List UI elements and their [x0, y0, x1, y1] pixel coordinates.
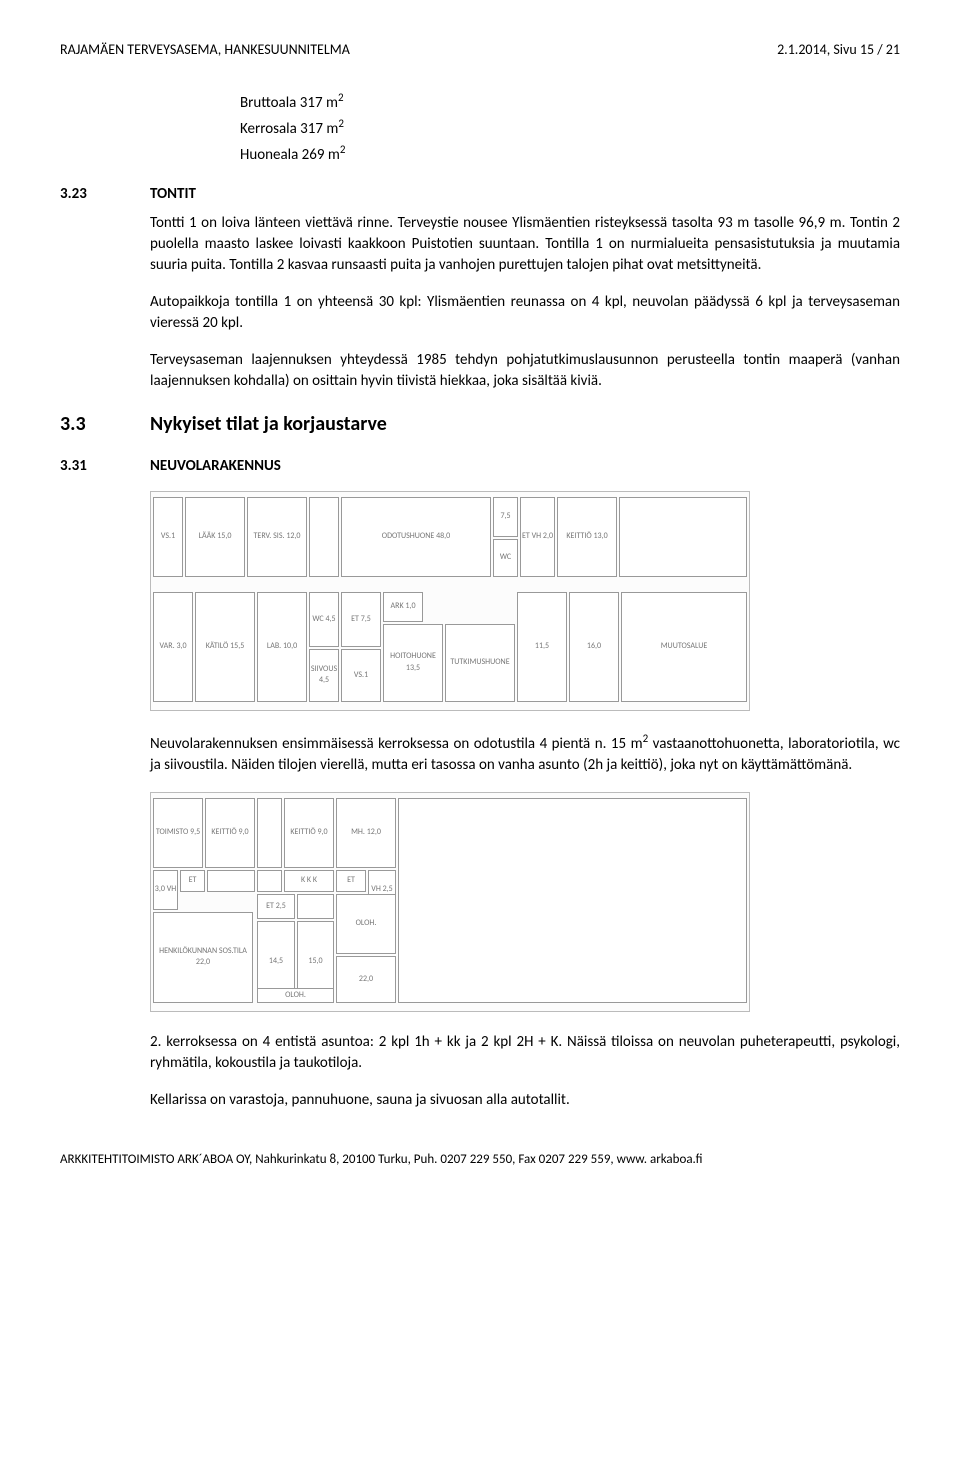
- floorplan-1: VS.1LÄÄK 15,0TERV. SIS. 12,0ODOTUSHUONE …: [150, 491, 750, 711]
- section-title: Nykyiset tilat ja korjaustarve: [150, 410, 387, 438]
- floorplan-room: 7,5: [493, 497, 518, 537]
- floorplan-room: ARK 1,0: [383, 592, 423, 622]
- s323-p3: Terveysaseman laajennuksen yhteydessä 19…: [150, 350, 900, 392]
- floorplan-room: K K K: [284, 870, 334, 892]
- section-title: TONTIT: [150, 184, 196, 205]
- header-left: RAJAMÄEN TERVEYSASEMA, HANKESUUNNITELMA: [60, 40, 350, 60]
- floorplan-room: TERV. SIS. 12,0: [247, 497, 307, 577]
- floorplan-room: ET 2,5: [257, 894, 295, 919]
- area-list: Bruttoala 317 m2 Kerrosala 317 m2 Huonea…: [240, 90, 900, 166]
- s323-p2: Autopaikkoja tontilla 1 on yhteensä 30 k…: [150, 292, 900, 334]
- floorplan-room: 3,0 VH: [153, 870, 178, 910]
- floorplan-room: [398, 798, 747, 1003]
- floorplan-room: TOIMISTO 9,5: [153, 798, 203, 868]
- s331-p1: Neuvolarakennuksen ensimmäisessä kerroks…: [150, 731, 900, 776]
- floorplan-room: KEITTIÖ 9,0: [205, 798, 255, 868]
- section-num: 3.23: [60, 184, 150, 205]
- floorplan-room: [619, 497, 747, 577]
- header-right: 2.1.2014, Sivu 15 / 21: [777, 40, 900, 60]
- floorplan-room: ODOTUSHUONE 48,0: [341, 497, 491, 577]
- floorplan-room: ET: [336, 870, 366, 892]
- floorplan-room: VAR. 3,0: [153, 592, 193, 702]
- floorplan-room: 16,0: [569, 592, 619, 702]
- floorplan-room: [257, 870, 282, 892]
- section-3-3-heading: 3.3 Nykyiset tilat ja korjaustarve: [60, 410, 900, 438]
- floorplan-room: OLOH.: [336, 894, 396, 954]
- floorplan-room: VS.1: [153, 497, 183, 577]
- huoneala: Huoneala 269 m2: [240, 142, 900, 166]
- floorplan-room: ET VH 2,0: [520, 497, 555, 577]
- floorplan-room: ET 7,5: [341, 592, 381, 647]
- s331-p2: 2. kerroksessa on 4 entistä asuntoa: 2 k…: [150, 1032, 900, 1074]
- floorplan-room: 11,5: [517, 592, 567, 702]
- section-3-23-heading: 3.23 TONTIT: [60, 184, 900, 205]
- floorplan-room: MUUTOSALUE: [621, 592, 747, 702]
- s323-p1: Tontti 1 on loiva länteen viettävä rinne…: [150, 213, 900, 276]
- floorplan-room: [297, 894, 334, 919]
- floorplan-room: WC 4,5: [309, 592, 339, 647]
- floorplan-room: MH. 12,0: [336, 798, 396, 868]
- floorplan-room: HOITOHUONE 13,5: [383, 624, 443, 702]
- section-num: 3.3: [60, 410, 150, 438]
- floorplan-room: 22,0: [336, 956, 396, 1003]
- floorplan-room: SIIVOUS 4,5: [309, 649, 339, 702]
- floorplan-room: ET: [180, 870, 205, 892]
- page-header: RAJAMÄEN TERVEYSASEMA, HANKESUUNNITELMA …: [60, 40, 900, 60]
- floorplan-room: KEITTIÖ 13,0: [557, 497, 617, 577]
- page-footer: ARKKITEHTITOIMISTO ARK´ABOA OY, Nahkurin…: [60, 1151, 900, 1169]
- section-title: NEUVOLARAKENNUS: [150, 456, 281, 477]
- floorplan-room: HENKILÖKUNNAN SOS.TILA 22,0: [153, 912, 253, 1003]
- floorplan-room: [207, 870, 255, 892]
- floorplan-room: [257, 798, 282, 868]
- floorplan-room: LÄÄK 15,0: [185, 497, 245, 577]
- floorplan-room: WC: [493, 539, 518, 577]
- kerrosala: Kerrosala 317 m2: [240, 116, 900, 140]
- section-num: 3.31: [60, 456, 150, 477]
- floorplan-room: LAB. 10,0: [257, 592, 307, 702]
- floorplan-room: TUTKIMUSHUONE: [445, 624, 515, 702]
- floorplan-room: KÄTILÖ 15,5: [195, 592, 255, 702]
- section-3-31-heading: 3.31 NEUVOLARAKENNUS: [60, 456, 900, 477]
- s331-p3: Kellarissa on varastoja, pannuhuone, sau…: [150, 1090, 900, 1111]
- floorplan-room: VS.1: [341, 649, 381, 702]
- floorplan-2: TOIMISTO 9,5KEITTIÖ 9,0KEITTIÖ 9,0MH. 12…: [150, 792, 750, 1012]
- bruttoala: Bruttoala 317 m2: [240, 90, 900, 114]
- floorplan-room: [309, 497, 339, 577]
- floorplan-room: OLOH.: [257, 988, 334, 1003]
- floorplan-room: KEITTIÖ 9,0: [284, 798, 334, 868]
